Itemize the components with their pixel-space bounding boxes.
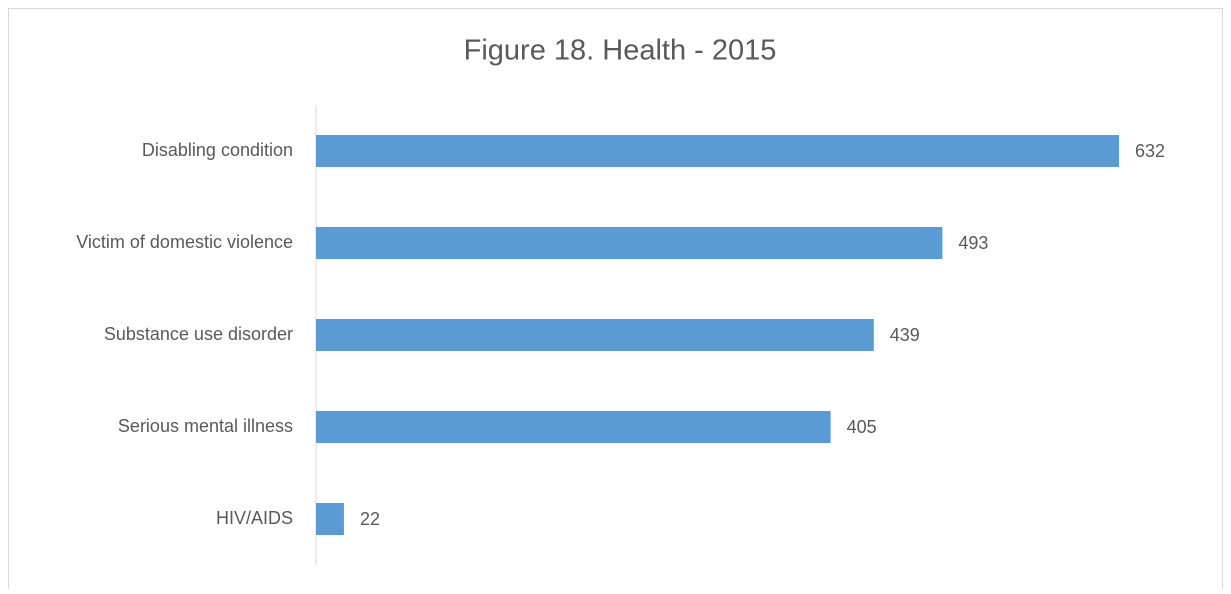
y-tick-label: Serious mental illness: [118, 416, 293, 436]
data-label: 405: [847, 417, 877, 437]
chart-title: Figure 18. Health - 2015: [464, 35, 777, 67]
bar: [316, 411, 831, 443]
y-tick-label: Victim of domestic violence: [76, 232, 293, 252]
bar: [316, 135, 1119, 167]
chart-frame: [8, 8, 1223, 594]
y-tick-label: Disabling condition: [142, 140, 293, 160]
bar: [316, 227, 943, 259]
bar: [316, 319, 874, 351]
y-tick-label: Substance use disorder: [104, 324, 293, 344]
y-tick-label: HIV/AIDS: [216, 508, 293, 528]
bar: [316, 503, 344, 535]
data-label: 439: [890, 325, 920, 345]
data-label: 493: [958, 233, 988, 253]
data-label: 22: [360, 509, 380, 529]
data-label: 632: [1135, 141, 1165, 161]
